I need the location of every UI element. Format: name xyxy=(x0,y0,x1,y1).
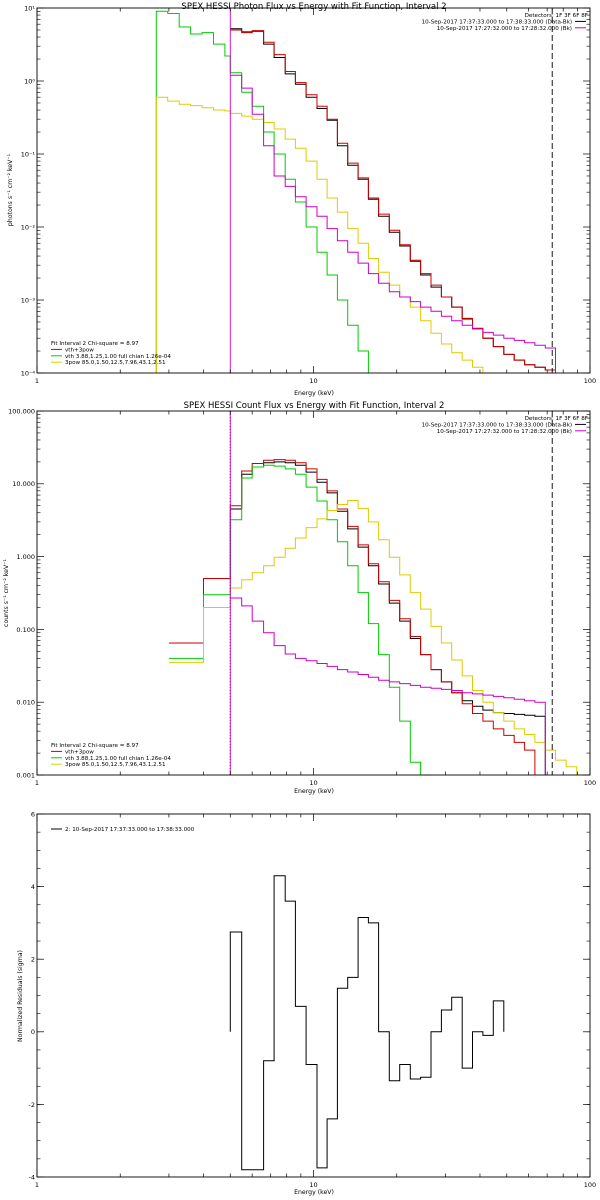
series-line-3 xyxy=(155,96,494,374)
photon-flux-x-axis-label: Energy (keV) xyxy=(294,390,334,397)
series-line-3 xyxy=(168,500,578,775)
y-tick-label: 10⁻¹ xyxy=(21,150,36,158)
y-tick-label: -2 xyxy=(29,1101,35,1109)
y-tick-label: 6 xyxy=(31,810,35,818)
y-tick-label: -4 xyxy=(29,1173,35,1181)
y-tick-label: 10⁻³ xyxy=(21,296,36,304)
series-line-0 xyxy=(229,875,505,1171)
count-flux-y-axis-label: counts s⁻¹ cm⁻² keV⁻¹ xyxy=(3,559,10,627)
y-tick-label: 10.000 xyxy=(12,480,35,488)
x-tick-label: 1 xyxy=(35,779,39,787)
series-line-4 xyxy=(230,74,556,373)
x-tick-label: 100 xyxy=(584,377,596,385)
legend-entry: vth+3pow xyxy=(65,347,94,353)
legend-entry: Detectors: 1F 3F 6F 8F xyxy=(525,13,588,19)
y-tick-label: 2 xyxy=(31,956,35,964)
x-tick-label: 1 xyxy=(35,1181,39,1189)
legend-entry: 3pow 85.0,1.50,12.5,7.96,43.1,2.51 xyxy=(65,360,166,366)
series-line-2 xyxy=(155,10,369,373)
x-tick-label: 100 xyxy=(584,1181,596,1189)
y-tick-label: 10⁻⁴ xyxy=(21,369,36,377)
x-tick-label: 100 xyxy=(584,779,596,787)
residuals-panel: 1 10 100 -4 -2 0 2 4 6 Energy (keV) Normalized R… xyxy=(17,810,596,1196)
x-tick-label: 10 xyxy=(309,377,317,385)
residuals-plot-frame xyxy=(36,813,591,1178)
series-line-1 xyxy=(230,29,556,373)
photon-flux-panel: SPEX HESSI Photon Flux vs Energy with Fi… xyxy=(7,2,596,397)
count-flux-x-axis-label: Energy (keV) xyxy=(294,788,334,795)
series-line-1 xyxy=(168,459,536,775)
series-line-0 xyxy=(230,28,556,373)
x-tick-label: 10 xyxy=(309,779,317,787)
x-tick-label: 10 xyxy=(309,1181,317,1189)
legend-entry: Fit Interval 2 Chi-square = 8.97 xyxy=(51,341,139,347)
count-flux-panel: SPEX HESSI Count Flux vs Energy with Fit… xyxy=(3,401,596,795)
legend-entry: 2: 10-Sep-2017 17:37:33.000 to 17:38:33.… xyxy=(65,827,195,833)
legend-entry: 10-Sep-2017 17:27:32.000 to 17:28:32.000… xyxy=(437,26,572,32)
legend-entry: Fit Interval 2 Chi-square = 8.97 xyxy=(51,743,139,749)
y-tick-label: 0.010 xyxy=(16,699,35,707)
legend-entry: vth 3.88,1.25,1.00 full chian 1.26e-04 xyxy=(65,756,171,762)
y-tick-label: 0.100 xyxy=(16,626,35,634)
legend-entry: 10-Sep-2017 17:37:33.000 to 17:38:33.000… xyxy=(422,19,572,25)
residuals-x-axis-label: Energy (keV) xyxy=(294,1189,334,1196)
y-tick-label: 10⁻² xyxy=(21,223,36,231)
photon-flux-plot-frame xyxy=(36,7,591,374)
legend-entry: 10-Sep-2017 17:27:32.000 to 17:28:32.000… xyxy=(437,429,572,435)
series-line-2 xyxy=(168,464,431,776)
series-line-4 xyxy=(230,597,546,775)
y-tick-label: 100.000 xyxy=(8,407,35,415)
y-tick-label: 1.000 xyxy=(16,553,35,561)
series-line-0 xyxy=(230,461,546,775)
residuals-y-axis-label: Normalized Residuals (sigma) xyxy=(17,950,24,1042)
photon-flux-y-axis-label: photons s⁻¹ cm⁻² keV⁻¹ xyxy=(7,153,14,226)
x-tick-label: 1 xyxy=(35,377,39,385)
count-flux-title: SPEX HESSI Count Flux vs Energy with Fit… xyxy=(184,401,445,411)
y-tick-label: 0.001 xyxy=(16,771,35,779)
legend-entry: vth+3pow xyxy=(65,749,94,755)
y-tick-label: 4 xyxy=(31,883,35,891)
legend-entry: Detectors: 1F 3F 6F 8F xyxy=(525,416,588,422)
count-flux-plot-frame xyxy=(36,410,591,776)
legend-entry: vth 3.88,1.25,1.00 full chian 1.26e-04 xyxy=(65,354,171,360)
photon-flux-title: SPEX HESSI Photon Flux vs Energy with Fi… xyxy=(181,2,446,12)
y-tick-label: 10¹ xyxy=(24,4,35,12)
legend-entry: 10-Sep-2017 17:37:33.000 to 17:38:33.000… xyxy=(422,422,572,428)
legend-entry: 3pow 85.0,1.50,12.5,7.96,43.1,2.51 xyxy=(65,762,166,768)
y-tick-label: 10⁰ xyxy=(24,77,35,85)
y-tick-label: 0 xyxy=(31,1028,35,1036)
